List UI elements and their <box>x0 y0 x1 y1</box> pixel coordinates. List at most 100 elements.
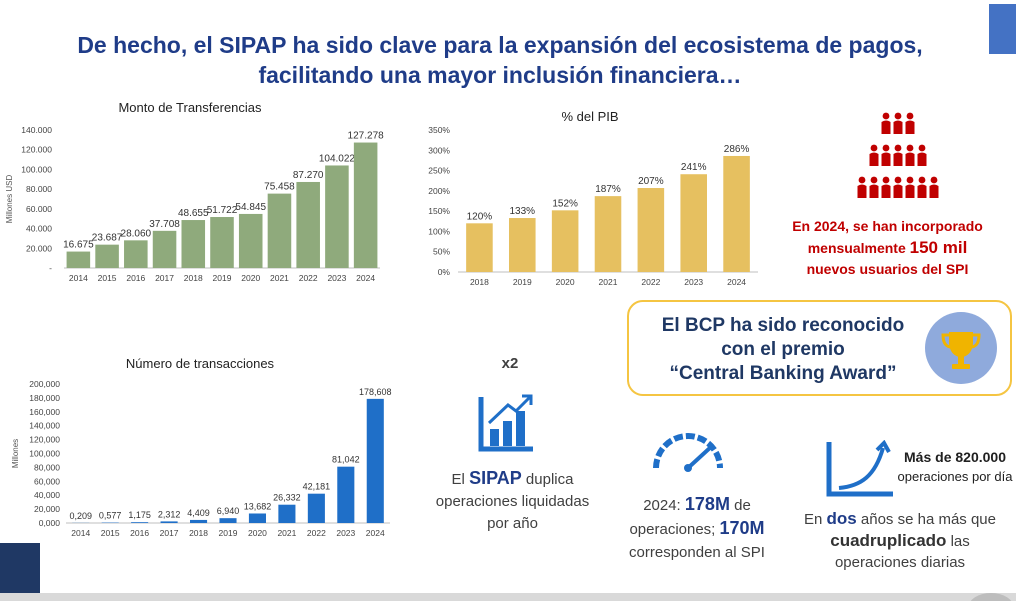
trophy-badge <box>925 312 997 384</box>
award-text: El BCP ha sido reconocido con el premio … <box>643 314 923 386</box>
y-tick-label: 100,000 <box>29 449 60 459</box>
new-users-statement: En 2024, se han incorporado mensualmente… <box>780 216 995 280</box>
y-tick-label: 120,000 <box>29 435 60 445</box>
bar-2023 <box>680 174 707 272</box>
data-label-2017: 2,312 <box>158 509 181 519</box>
bar-2022 <box>307 493 325 523</box>
person-head <box>930 176 938 184</box>
person-body <box>869 184 879 198</box>
people-pyramid-icon <box>857 112 939 198</box>
y-tick-label: 20.000 <box>26 243 52 253</box>
ops-pre: 2024: <box>643 497 685 514</box>
y-tick-label: 60.000 <box>26 204 52 214</box>
y-tick-label: 60,000 <box>34 476 60 486</box>
person-body <box>917 152 927 166</box>
data-label-2014: 16.675 <box>63 240 94 251</box>
data-label-2021: 187% <box>595 184 621 195</box>
daily-operations-callout: Más de 820.000 operaciones por día <box>895 447 1015 487</box>
x-tick-label: 2018 <box>184 273 203 283</box>
data-label-2022: 207% <box>638 176 664 187</box>
data-label-2015: 0,577 <box>99 511 122 521</box>
award-line1: El BCP ha sido reconocido <box>661 315 905 336</box>
x-tick-label: 2016 <box>126 273 145 283</box>
person-head <box>906 144 914 152</box>
data-label-2016: 1,175 <box>128 510 151 520</box>
data-label-2021: 75.458 <box>264 182 295 193</box>
award-line3: “Central Banking Award” <box>669 363 897 384</box>
data-label-2023: 241% <box>681 162 707 173</box>
y-tick-label: 50% <box>433 247 450 257</box>
sipap-line2: operaciones liquidadas <box>435 493 590 510</box>
person-body <box>905 152 915 166</box>
slide-nav-button[interactable] <box>968 593 1014 601</box>
y-tick-label: 300% <box>428 145 450 155</box>
dos-post: años se ha más que <box>856 511 996 528</box>
x-tick-label: 2014 <box>71 528 90 538</box>
x-tick-label: 2019 <box>219 528 238 538</box>
y-tick-label: 0% <box>438 267 451 277</box>
x-tick-label: 2022 <box>641 277 660 287</box>
x-tick-label: 2024 <box>727 277 746 287</box>
data-label-2022: 87.270 <box>293 170 324 181</box>
bar-2018 <box>466 223 493 272</box>
trophy-icon <box>941 332 981 369</box>
y-tick-label: 140.000 <box>21 125 52 135</box>
chart-title: Monto de Transferencias <box>118 100 262 115</box>
growing-bars-icon <box>478 394 533 452</box>
y-tick-label: 40,000 <box>34 490 60 500</box>
y-tick-label: 100.000 <box>21 164 52 174</box>
person-head <box>918 176 926 184</box>
dos-highlight: dos <box>826 509 857 528</box>
bar-2024 <box>366 398 384 523</box>
y-tick-label: 0,000 <box>39 518 61 528</box>
person-body <box>881 184 891 198</box>
y-tick-label: 80,000 <box>34 462 60 472</box>
data-label-2016: 28.060 <box>121 228 152 239</box>
data-label-2014: 0,209 <box>69 511 92 521</box>
x-tick-label: 2021 <box>270 273 289 283</box>
person-body <box>893 120 903 134</box>
data-label-2019: 51.722 <box>207 205 238 216</box>
decorative-navy-square <box>0 543 40 593</box>
bar-2021 <box>278 504 296 523</box>
data-label-2023: 104.022 <box>319 153 356 164</box>
award-card: El BCP ha sido reconocido con el premio … <box>627 300 1012 396</box>
data-label-2017: 37.708 <box>149 219 180 230</box>
ops-line2: operaciones; 170M <box>612 517 782 541</box>
sipap-line3: por año <box>487 515 538 532</box>
dos-after-bold: las <box>946 533 970 550</box>
x-tick-label: 2020 <box>556 277 575 287</box>
bar-2020 <box>238 213 263 268</box>
data-label-2023: 81,042 <box>332 455 360 465</box>
person-head <box>882 112 890 120</box>
x-tick-label: 2022 <box>307 528 326 538</box>
chart-numero-transacciones: Número de transacciones Millones 0,000 20,0… <box>11 356 392 538</box>
person-head <box>894 112 902 120</box>
y-tick-label: 140,000 <box>29 421 60 431</box>
data-label-2021: 26,332 <box>273 493 301 503</box>
ops-highlight-170m: 170M <box>719 518 765 538</box>
sipap-pre: El <box>451 471 470 488</box>
bar-2017 <box>160 521 178 523</box>
data-label-2020: 54.845 <box>235 202 266 213</box>
y-tick-label: 100% <box>428 226 450 236</box>
x-tick-label: 2023 <box>684 277 703 287</box>
x-tick-label: 2022 <box>299 273 318 283</box>
sipap-highlight: SIPAP <box>469 468 522 488</box>
sipap-post: duplica <box>521 471 574 488</box>
person-body <box>881 120 891 134</box>
bar-2014 <box>66 251 91 268</box>
dos-line2: cuadruplicado las <box>800 530 1000 552</box>
data-label-2024: 286% <box>724 144 750 155</box>
data-label-2019: 6,940 <box>217 506 240 516</box>
slide-title: De hecho, el SIPAP ha sido clave para la… <box>77 32 923 88</box>
bar-2024 <box>353 142 378 268</box>
y-axis-label: Millones USD <box>5 175 14 224</box>
person-head <box>870 176 878 184</box>
data-label-2020: 13,682 <box>244 501 272 511</box>
x-tick-label: 2017 <box>155 273 174 283</box>
person-head <box>894 176 902 184</box>
bar-2023 <box>325 165 349 268</box>
bar-2016 <box>131 522 149 523</box>
